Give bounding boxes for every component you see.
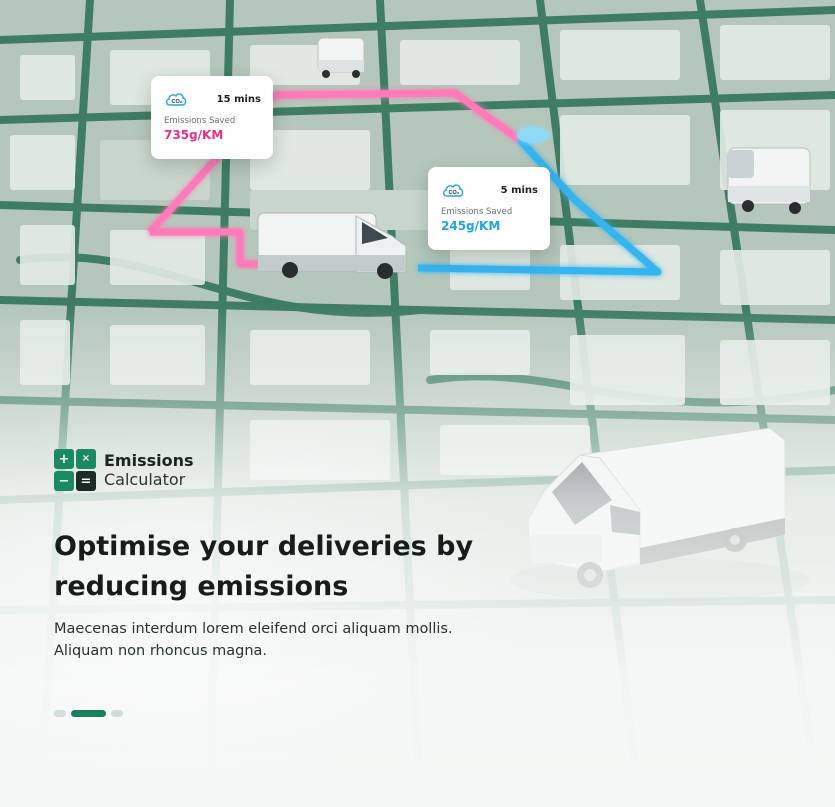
svg-text:CO₂: CO₂ <box>449 190 460 196</box>
brand-logo: + × − = Emissions Calculator <box>54 449 194 491</box>
carousel-dot-2[interactable] <box>71 710 106 717</box>
van-right <box>727 147 811 214</box>
van-far-top <box>317 37 365 78</box>
route-info-card-pink: CO₂ 15 mins Emissions Saved 735g/KM <box>151 76 273 159</box>
svg-text:CO₂: CO₂ <box>172 99 183 105</box>
brand-title: Emissions <box>104 450 194 470</box>
card-time: 5 mins <box>500 184 538 196</box>
carousel-indicator <box>54 710 123 717</box>
card-label: Emissions Saved <box>441 207 513 217</box>
equals-icon: = <box>76 471 96 491</box>
co2-cloud-icon: CO₂ <box>165 93 187 106</box>
route-info-card-blue: CO₂ 5 mins Emissions Saved 245g/KM <box>428 167 550 250</box>
route-node <box>517 127 549 143</box>
carousel-dot-3[interactable] <box>111 710 123 717</box>
headline: Optimise your deliveries by reducing emi… <box>54 531 474 602</box>
multiply-icon: × <box>76 449 96 469</box>
minus-icon: − <box>54 471 74 491</box>
calculator-icon: + × − = <box>54 449 97 491</box>
description: Maecenas interdum lorem eleifend orci al… <box>54 621 453 659</box>
card-time: 15 mins <box>216 93 261 105</box>
card-value: 245g/KM <box>441 219 501 233</box>
card-value: 735g/KM <box>164 128 224 142</box>
co2-cloud-icon: CO₂ <box>442 184 464 197</box>
carousel-dot-1[interactable] <box>54 710 66 717</box>
brand-subtitle: Calculator <box>104 470 186 489</box>
card-label: Emissions Saved <box>164 116 236 126</box>
plus-icon: + <box>54 449 74 469</box>
